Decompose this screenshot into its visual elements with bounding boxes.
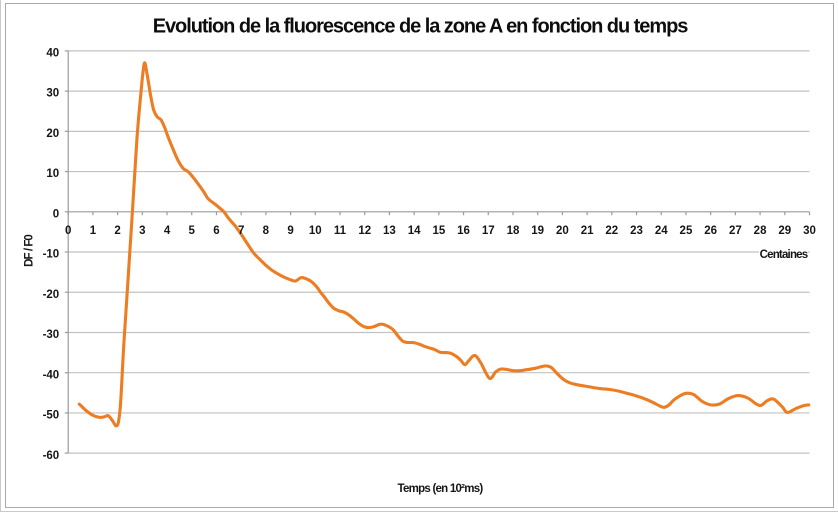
svg-text:-60: -60 [43, 450, 60, 462]
svg-text:Evolution de la fluorescence d: Evolution de la fluorescence de la zone … [153, 16, 689, 38]
svg-text:24: 24 [655, 225, 668, 237]
svg-text:9: 9 [287, 225, 293, 237]
svg-text:19: 19 [531, 225, 544, 237]
svg-text:29: 29 [778, 225, 791, 237]
svg-text:0: 0 [53, 208, 59, 220]
svg-text:25: 25 [680, 225, 693, 237]
svg-text:-50: -50 [43, 410, 60, 422]
svg-text:7: 7 [238, 225, 244, 237]
svg-text:18: 18 [507, 225, 520, 237]
svg-text:14: 14 [408, 225, 421, 237]
svg-text:13: 13 [383, 225, 396, 237]
svg-text:30: 30 [803, 225, 816, 237]
svg-text:30: 30 [46, 88, 59, 100]
svg-text:20: 20 [556, 225, 569, 237]
svg-text:12: 12 [358, 225, 371, 237]
svg-text:10: 10 [46, 168, 59, 180]
svg-text:Temps (en 10²ms): Temps (en 10²ms) [398, 483, 484, 495]
svg-text:4: 4 [164, 225, 171, 237]
svg-text:15: 15 [432, 225, 445, 237]
svg-text:5: 5 [189, 225, 196, 237]
svg-text:-40: -40 [43, 369, 60, 381]
svg-text:-30: -30 [43, 329, 60, 341]
svg-text:23: 23 [630, 225, 643, 237]
svg-text:11: 11 [334, 225, 347, 237]
svg-text:Centaines: Centaines [760, 249, 808, 261]
svg-text:21: 21 [581, 225, 594, 237]
svg-text:10: 10 [309, 225, 322, 237]
svg-text:DF / F0: DF / F0 [24, 235, 36, 267]
svg-text:6: 6 [213, 225, 219, 237]
svg-text:3: 3 [139, 225, 145, 237]
svg-text:1: 1 [90, 225, 97, 237]
svg-text:8: 8 [263, 225, 270, 237]
svg-text:40: 40 [46, 48, 59, 60]
svg-text:17: 17 [482, 225, 495, 237]
svg-text:-20: -20 [43, 289, 60, 301]
svg-text:28: 28 [754, 225, 767, 237]
svg-text:26: 26 [704, 225, 717, 237]
svg-text:27: 27 [729, 225, 742, 237]
svg-text:2: 2 [114, 225, 120, 237]
svg-text:20: 20 [46, 128, 59, 140]
svg-text:0: 0 [65, 225, 71, 237]
svg-text:-10: -10 [43, 249, 60, 261]
svg-text:16: 16 [457, 225, 470, 237]
svg-text:22: 22 [605, 225, 618, 237]
